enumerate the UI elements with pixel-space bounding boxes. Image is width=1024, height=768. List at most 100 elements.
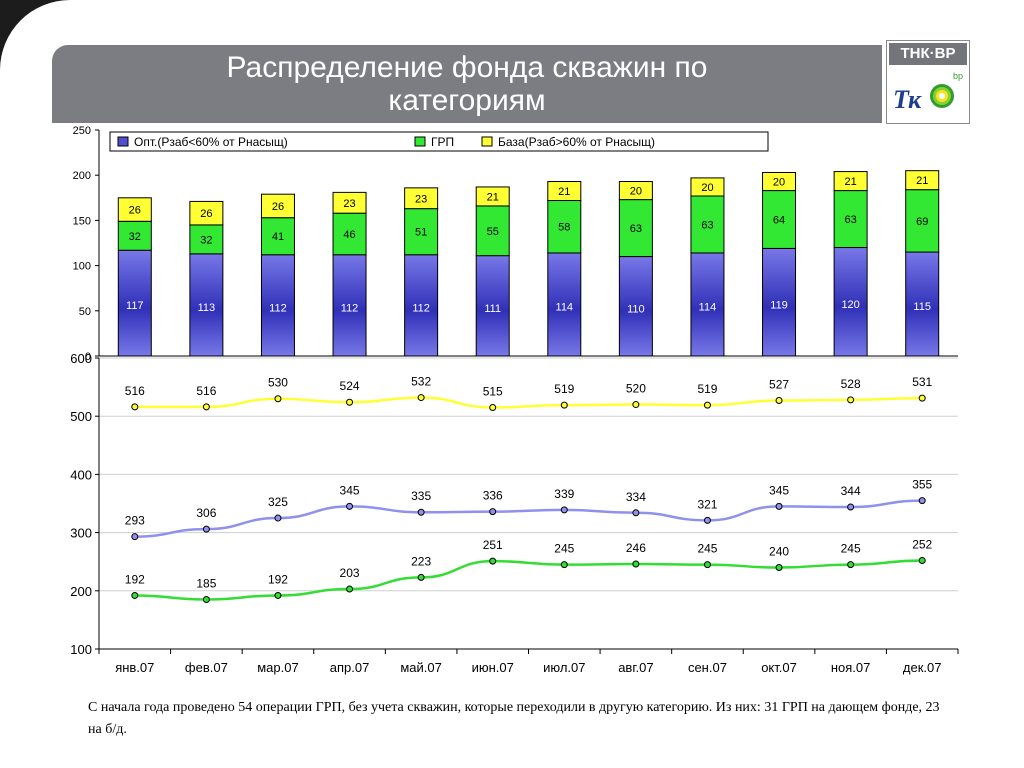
bar-label-grp: 58: [558, 222, 570, 234]
series-point-label: 516: [125, 384, 145, 398]
series-point-label: 251: [483, 538, 503, 552]
series-line-middle: [134, 499, 923, 538]
series-point: [560, 561, 568, 569]
bar-y-tick-label: 150: [73, 215, 91, 227]
series-point-label: 192: [125, 572, 145, 586]
bar-segment-baza: [332, 191, 367, 214]
series-point-label: 293: [125, 514, 145, 528]
bar-y-tick-label: 100: [73, 261, 91, 273]
series-point: [489, 403, 497, 411]
bar-segment-grp: [404, 208, 439, 256]
bar-label-baza: 21: [916, 175, 928, 187]
series-point-label: 245: [554, 542, 574, 556]
series-point: [131, 403, 139, 411]
bar-segment-opt: [404, 254, 439, 357]
series-point: [847, 396, 855, 404]
bar-segment-grp: [618, 199, 653, 258]
series-point: [847, 561, 855, 569]
series-point-label: 203: [340, 566, 360, 580]
series-point-label: 321: [697, 497, 717, 511]
series-point-label: 306: [196, 506, 216, 520]
bar-label-baza: 26: [200, 208, 212, 220]
series-point: [847, 503, 855, 511]
caption-text: С начала года проведено 54 операции ГРП,…: [88, 700, 940, 737]
series-point-label: 185: [196, 577, 216, 591]
series-point: [417, 573, 425, 581]
series-point-label: 325: [268, 495, 288, 509]
legend-box: [109, 131, 769, 152]
series-point: [417, 394, 425, 402]
series-point: [202, 525, 210, 533]
series-point: [274, 395, 282, 403]
series-point: [346, 585, 354, 593]
series-point: [775, 502, 783, 510]
series-point: [632, 560, 640, 568]
line-y-tick-label: 400: [70, 467, 92, 482]
bar-segment-grp: [332, 212, 367, 256]
bar-segment-grp: [905, 189, 940, 253]
line-y-tick-label: 200: [70, 584, 92, 599]
bar-label-opt: 114: [556, 302, 574, 314]
bar-segment-grp: [547, 200, 582, 254]
series-point-label: 524: [340, 379, 360, 393]
line-x-tick-label: мар.07: [257, 660, 298, 675]
series-point: [775, 396, 783, 404]
bar-segment-opt: [905, 251, 940, 357]
series-point: [346, 502, 354, 510]
bp-helios-sun-icon: [930, 84, 954, 108]
bar-label-grp: 41: [272, 231, 284, 243]
series-point-label: 252: [912, 538, 932, 552]
bar-label-baza: 26: [129, 205, 141, 217]
bar-label-grp: 46: [343, 229, 355, 241]
series-point: [703, 516, 711, 524]
bar-y-tick-label: 200: [73, 170, 91, 182]
bar-segment-baza: [260, 193, 295, 219]
bar-segment-baza: [117, 197, 152, 222]
bar-label-opt: 112: [412, 302, 430, 314]
line-x-tick-label: апр.07: [330, 660, 370, 675]
series-point-label: 334: [626, 490, 646, 504]
series-point-label: 531: [912, 375, 932, 389]
bar-label-grp: 63: [845, 214, 857, 226]
series-point: [131, 591, 139, 599]
series-point: [775, 564, 783, 572]
bar-label-opt: 110: [627, 303, 645, 315]
series-point-label: 530: [268, 376, 288, 390]
line-y-tick-label: 100: [70, 642, 92, 657]
series-point-label: 245: [841, 542, 861, 556]
legend-label-2: База(Рзаб>60% от Рнасыщ): [498, 135, 655, 149]
bar-label-baza: 21: [487, 191, 499, 203]
bar-label-grp: 55: [487, 226, 499, 238]
bar-segment-opt: [762, 247, 797, 357]
bar-label-opt: 112: [341, 302, 359, 314]
series-point-label: 515: [483, 384, 503, 398]
line-x-tick-label: июн.07: [472, 660, 514, 675]
series-point-label: 192: [268, 572, 288, 586]
bar-label-grp: 63: [630, 223, 642, 235]
line-x-tick-label: ноя.07: [831, 660, 871, 675]
bar-segment-opt: [690, 252, 725, 357]
bar-label-baza: 20: [630, 186, 642, 198]
line-chart: 100 200 300 400 500 600 янв.07 фев.07 мар.07 апр.…: [70, 351, 959, 675]
title-bar: Распределение фонда скважин по категория…: [52, 45, 882, 123]
line-x-tick-label: июл.07: [543, 660, 585, 675]
bar-segment-grp: [117, 220, 152, 251]
series-point-label: 223: [411, 554, 431, 568]
series-point-label: 336: [483, 489, 503, 503]
bar-segment-opt: [618, 256, 653, 357]
bar-label-opt: 114: [699, 302, 717, 314]
bar-segment-opt: [332, 254, 367, 357]
bar-segment-baza: [618, 181, 653, 201]
series-point-label: 532: [411, 375, 431, 389]
line-x-tick-label: дек.07: [903, 660, 942, 675]
bar-y-tick-label: 0: [85, 351, 91, 363]
line-x-tick-label: окт.07: [761, 660, 797, 675]
series-point-label: 344: [841, 484, 861, 498]
series-point: [202, 403, 210, 411]
legend-label-1: ГРП: [431, 135, 454, 149]
series-point: [489, 508, 497, 516]
series-line-lower: [134, 559, 923, 601]
series-point-label: 528: [841, 377, 861, 391]
